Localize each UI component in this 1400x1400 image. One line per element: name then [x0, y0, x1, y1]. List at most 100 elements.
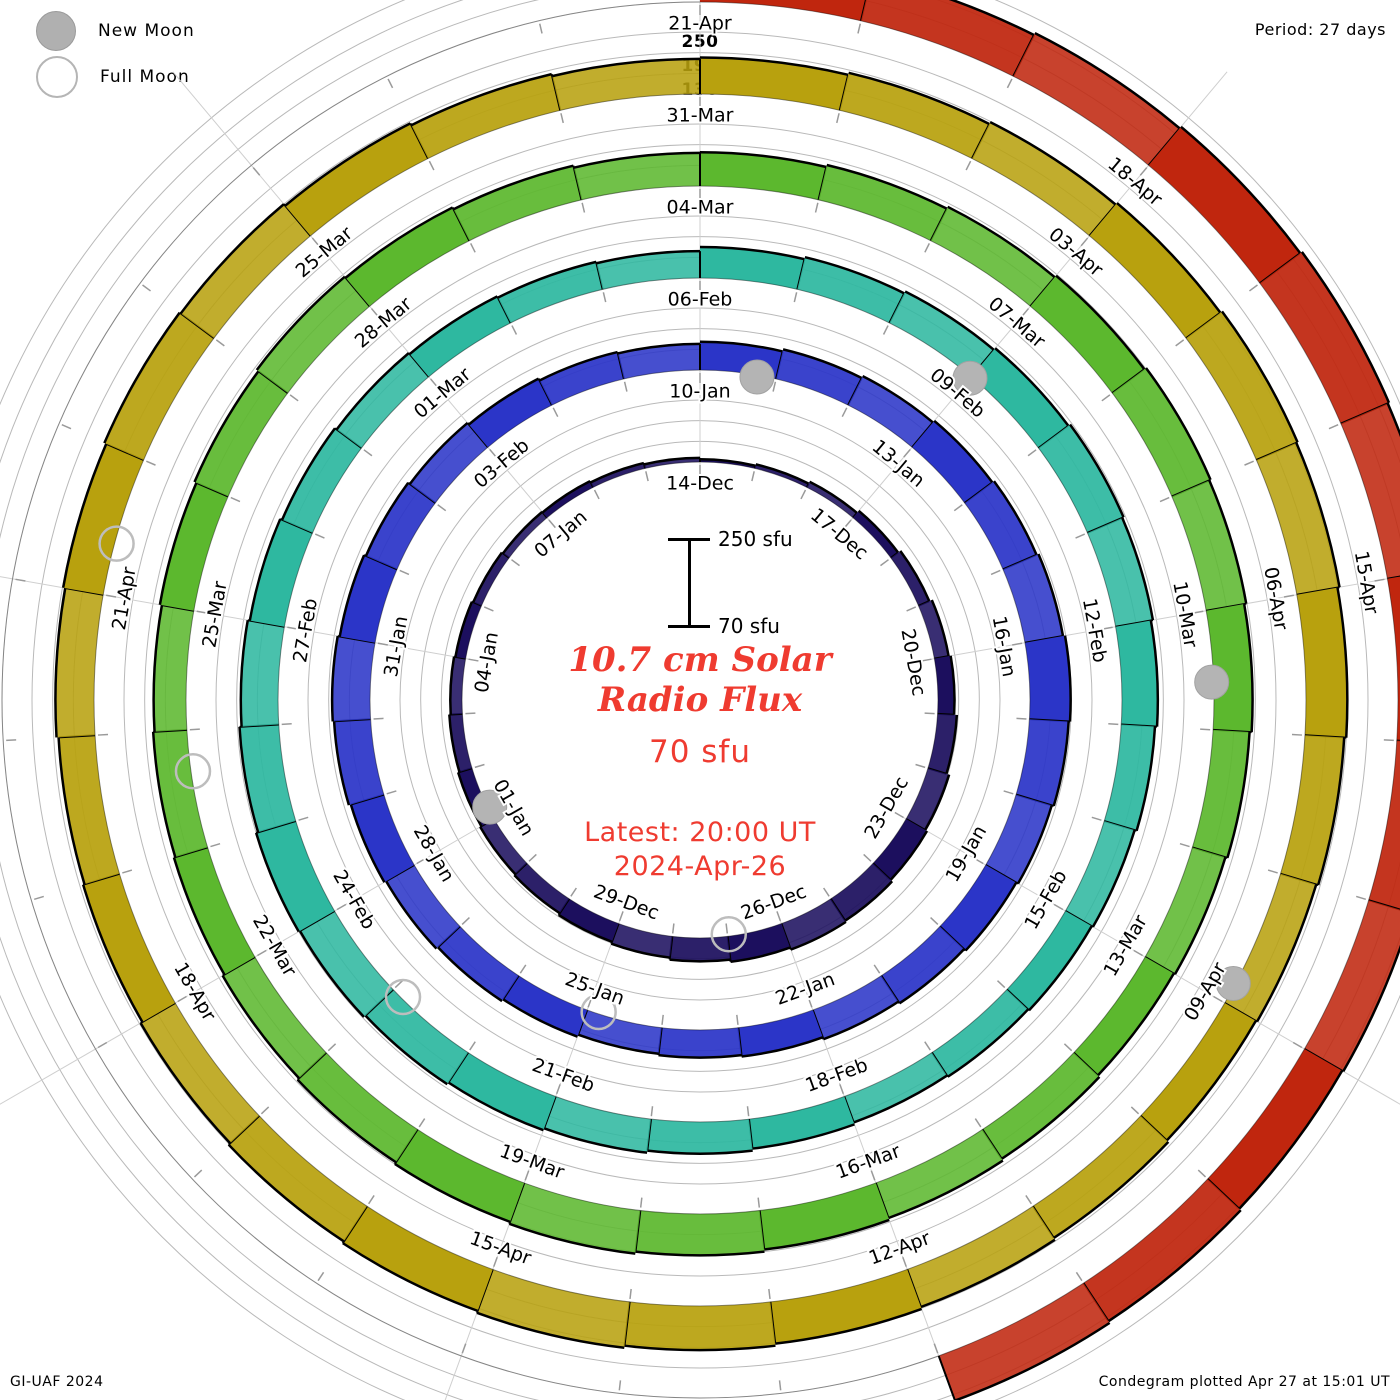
bar-cap — [513, 874, 561, 915]
bar-cap — [752, 1123, 855, 1150]
flux-bar — [1033, 1115, 1169, 1238]
day-tick — [311, 237, 320, 247]
day-tick — [671, 923, 675, 934]
day-tick — [1063, 1043, 1073, 1052]
flux-bar — [890, 550, 930, 606]
full-moon-marker — [98, 525, 135, 562]
bar-cap — [699, 340, 783, 353]
flux-bar — [806, 481, 857, 518]
flux-bar — [578, 1010, 662, 1054]
flux-bar — [476, 1269, 630, 1348]
bar-cap — [1238, 1070, 1344, 1210]
flux-bar — [140, 1003, 260, 1144]
legend-label-full-moon: Full Moon — [100, 67, 190, 87]
flux-bar — [468, 378, 552, 448]
flux-bar — [437, 926, 519, 1002]
bar-cap — [764, 1218, 890, 1251]
day-tick — [863, 853, 872, 862]
day-tick — [1159, 496, 1170, 503]
bar-cap — [1068, 423, 1125, 518]
day-separator — [859, 0, 867, 22]
bar-cap — [221, 974, 300, 1080]
day-tick — [841, 407, 848, 418]
day-separator — [296, 1052, 327, 1081]
bar-cap — [248, 518, 282, 621]
flux-bar — [647, 1119, 753, 1154]
day-tick — [880, 559, 889, 567]
flux-bar — [1112, 367, 1211, 497]
flux-bar — [334, 719, 384, 806]
bar-cap — [994, 347, 1070, 427]
ring-baseline — [93, 93, 1307, 1307]
day-tick — [327, 1043, 337, 1052]
bar-cap — [408, 295, 498, 355]
date-label-halo: 10-Jan — [669, 381, 730, 403]
flux-bar — [342, 1206, 493, 1311]
new-moon-marker — [472, 789, 508, 825]
day-tick — [469, 1041, 476, 1051]
flux-bar — [1296, 587, 1348, 738]
legend-label-new-moon: New Moon — [98, 21, 195, 41]
day-tick — [974, 857, 984, 865]
flux-bar — [1304, 900, 1400, 1072]
new-moon-marker — [1194, 664, 1230, 700]
chart-title-line1: 10.7 cm Solar — [568, 640, 832, 680]
day-tick — [511, 559, 520, 567]
bar-cap — [844, 880, 894, 922]
day-tick — [1080, 237, 1089, 247]
flux-bar — [180, 204, 311, 339]
bar-cap — [920, 1238, 1056, 1309]
day-tick — [538, 23, 543, 34]
flux-bar — [1259, 251, 1389, 424]
flux-bar — [1038, 424, 1124, 533]
day-separator — [513, 862, 528, 876]
day-tick — [836, 113, 840, 124]
day-tick — [629, 1288, 632, 1300]
day-tick — [1213, 995, 1223, 1003]
flux-bar — [159, 482, 229, 611]
bar-cap — [804, 255, 905, 295]
day-tick — [793, 292, 798, 303]
flux-bar — [860, 0, 1034, 77]
bar-cap — [1255, 884, 1318, 1023]
day-tick — [924, 1041, 931, 1051]
day-tick — [177, 995, 187, 1003]
day-separator — [657, 1027, 663, 1056]
bar-cap — [227, 1143, 345, 1243]
ring-baseline — [461, 461, 939, 939]
date-label-halo: 04-Mar — [667, 197, 734, 219]
day-separator — [1088, 203, 1117, 237]
flux-bar — [55, 588, 104, 738]
bar-cap — [1121, 517, 1155, 621]
day-tick — [823, 887, 830, 897]
bar-cap — [617, 342, 701, 355]
flux-bar — [1104, 724, 1155, 831]
bar-cap — [330, 635, 339, 722]
day-separator — [1213, 728, 1252, 734]
bar-cap — [947, 205, 1056, 279]
flux-bar — [848, 376, 933, 448]
flux-bar — [365, 482, 436, 570]
bar-cap — [889, 830, 929, 881]
day-tick — [387, 78, 394, 89]
bar-cap — [452, 164, 574, 211]
date-label: 14-Dec — [666, 473, 734, 495]
day-tick — [776, 911, 782, 922]
flux-bar — [971, 122, 1116, 236]
bar-cap — [152, 604, 164, 732]
bar-cap — [456, 772, 483, 827]
day-tick — [1108, 723, 1119, 726]
day-tick — [363, 449, 373, 457]
flux-bar — [700, 459, 756, 469]
bar-cap — [342, 1242, 479, 1313]
bar-cap — [1336, 587, 1349, 738]
moon-phase-markers — [98, 359, 1251, 1031]
flux-bar — [409, 422, 488, 503]
flux-bar — [1115, 620, 1158, 727]
flux-bar — [912, 420, 993, 503]
day-tick — [548, 519, 556, 529]
day-tick — [1133, 949, 1143, 957]
flux-bar — [1003, 554, 1063, 643]
